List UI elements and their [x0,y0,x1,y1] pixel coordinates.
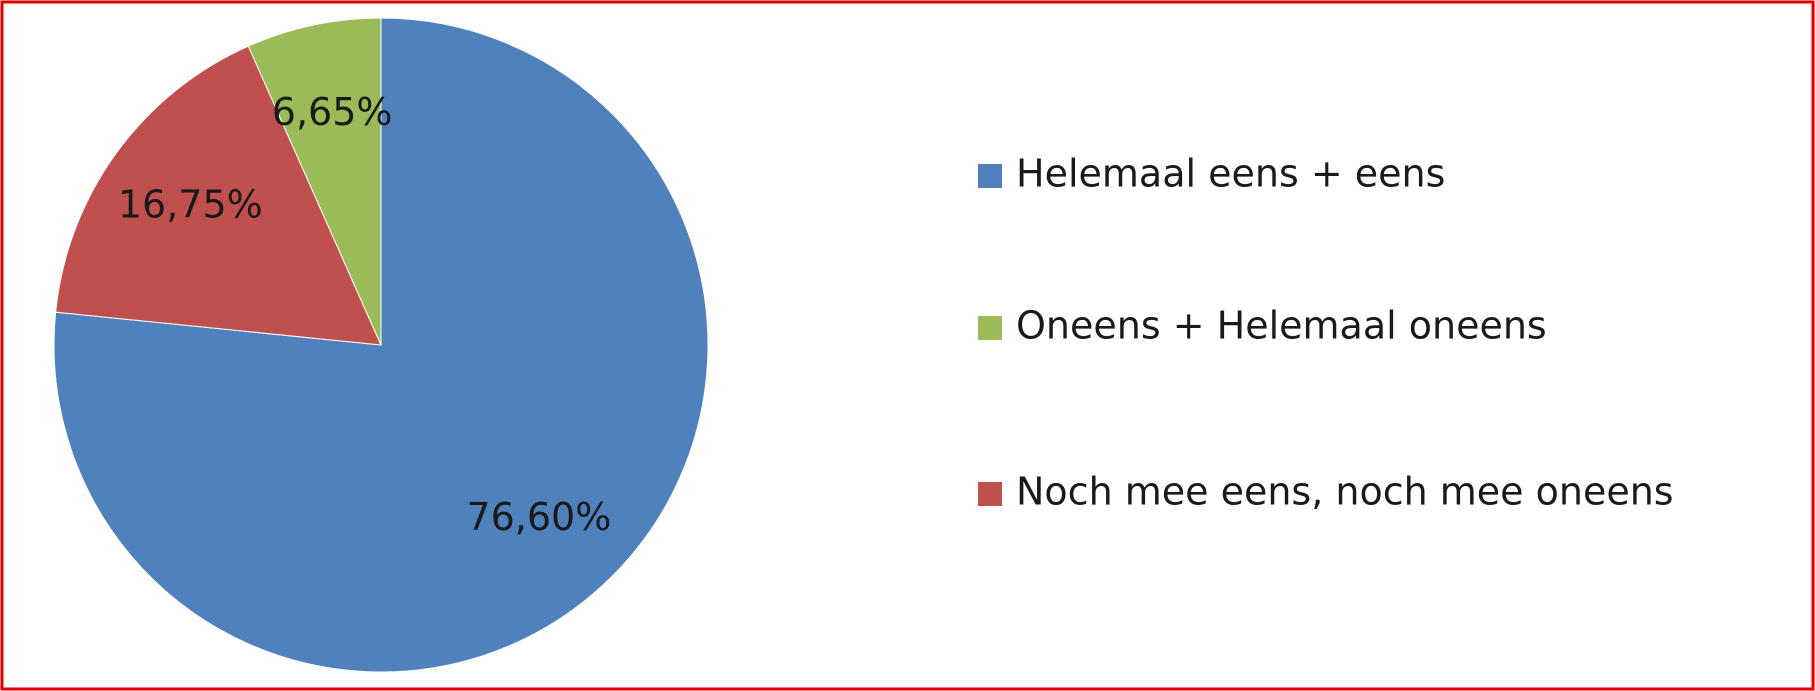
data-label: 76,60% [466,495,611,539]
legend-label: Noch mee eens, noch mee oneens [1016,470,1674,514]
pie-slice [53,17,709,673]
pie-slice [55,45,382,346]
data-label: 6,65% [272,90,393,134]
legend-swatch [978,316,1002,340]
legend-label: Helemaal eens + eens [1016,152,1445,196]
legend-swatch [978,482,1002,506]
legend-swatch [978,164,1002,188]
pie-slice [247,17,382,346]
legend-label: Oneens + Helemaal oneens [1016,304,1547,348]
data-label: 16,75% [118,182,263,226]
